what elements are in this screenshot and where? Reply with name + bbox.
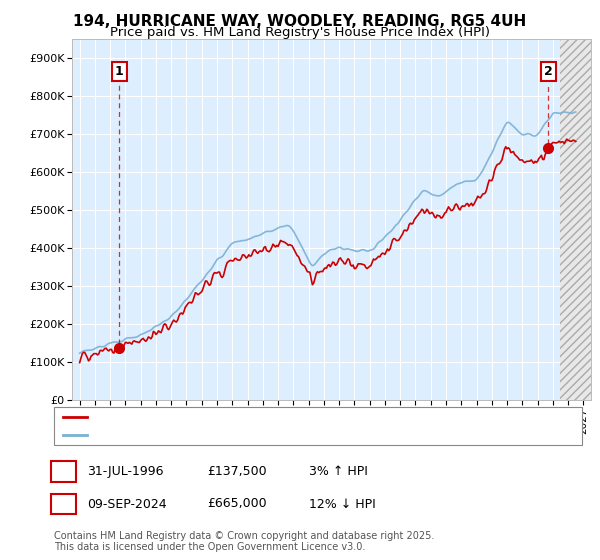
Text: 09-SEP-2024: 09-SEP-2024 (87, 497, 167, 511)
Text: £137,500: £137,500 (207, 465, 266, 478)
Text: 3% ↑ HPI: 3% ↑ HPI (309, 465, 368, 478)
Text: £665,000: £665,000 (207, 497, 266, 511)
Text: 1: 1 (56, 465, 64, 478)
Text: 31-JUL-1996: 31-JUL-1996 (87, 465, 163, 478)
Text: 194, HURRICANE WAY, WOODLEY, READING, RG5 4UH: 194, HURRICANE WAY, WOODLEY, READING, RG… (73, 14, 527, 29)
Text: Price paid vs. HM Land Registry's House Price Index (HPI): Price paid vs. HM Land Registry's House … (110, 26, 490, 39)
Text: 1: 1 (115, 65, 124, 78)
Text: 2: 2 (56, 497, 64, 511)
Text: 194, HURRICANE WAY, WOODLEY, READING, RG5 4UH (detached house): 194, HURRICANE WAY, WOODLEY, READING, RG… (93, 411, 518, 424)
Text: 2: 2 (544, 65, 553, 78)
Bar (560, 39, 591, 400)
Text: 12% ↓ HPI: 12% ↓ HPI (309, 497, 376, 511)
Text: HPI: Average price, detached house, Wokingham: HPI: Average price, detached house, Woki… (93, 428, 381, 441)
Text: Contains HM Land Registry data © Crown copyright and database right 2025.
This d: Contains HM Land Registry data © Crown c… (54, 531, 434, 553)
